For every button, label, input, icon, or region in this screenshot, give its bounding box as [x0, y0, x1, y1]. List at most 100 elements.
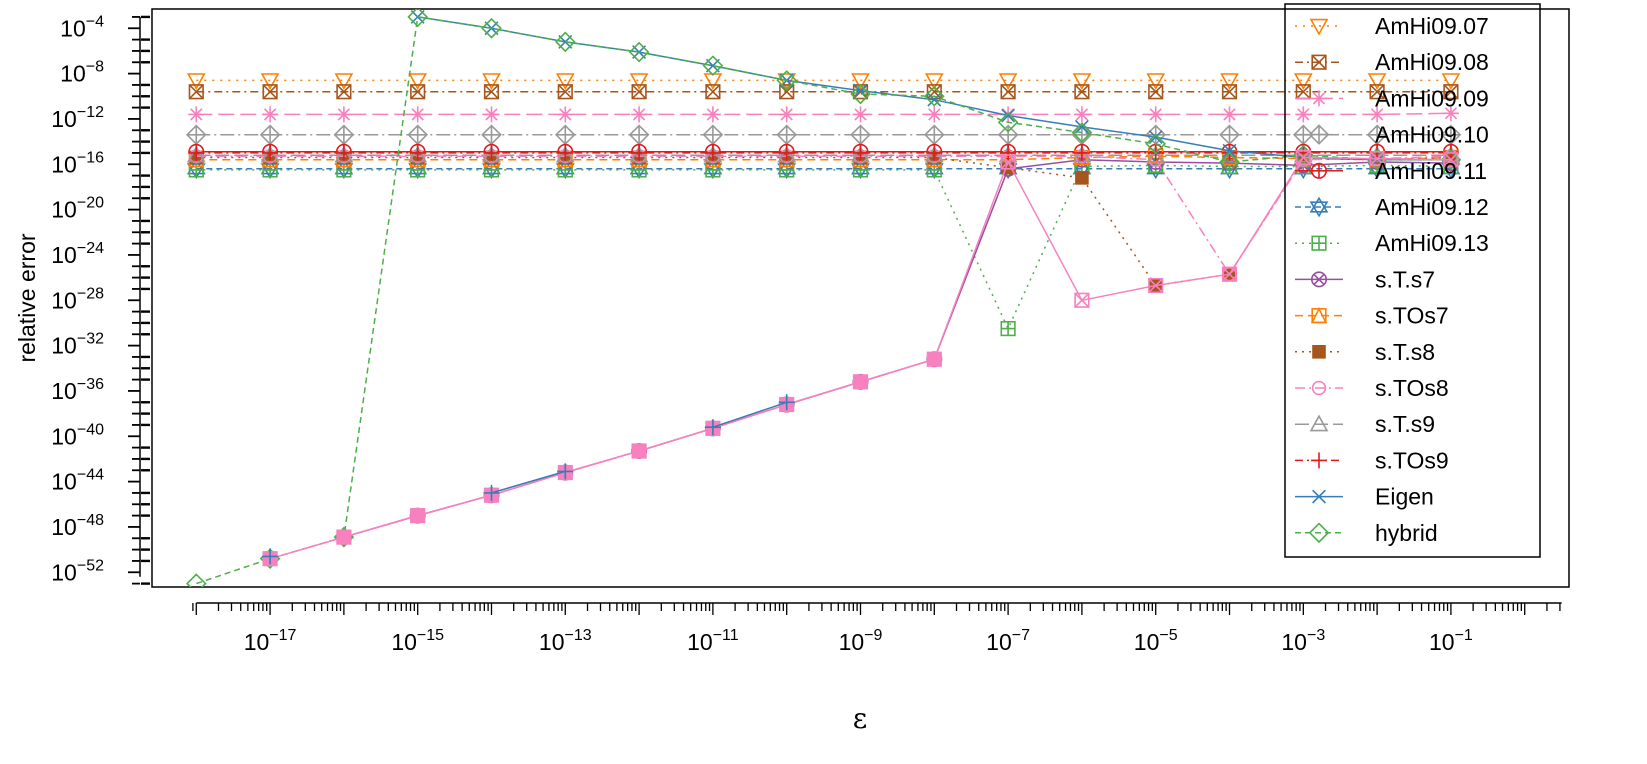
data-point: [926, 106, 943, 123]
legend-marker: [1309, 196, 1329, 218]
legend-label: AmHi09.09: [1375, 85, 1489, 111]
data-point: [1001, 108, 1016, 123]
data-point: [262, 144, 279, 161]
data-point: [1441, 73, 1461, 91]
data-point: [260, 73, 280, 91]
data-point: [555, 73, 575, 91]
series-extra-17: [262, 394, 795, 565]
data-point: [1146, 73, 1166, 91]
x-tick-label: 10−13: [539, 627, 592, 655]
data-point: [852, 162, 869, 178]
data-point: [926, 84, 942, 100]
legend-item: s.T.s9: [1295, 411, 1435, 437]
data-point: [482, 145, 501, 163]
data-point: [702, 124, 724, 146]
plot-frame: [151, 8, 1570, 588]
y-tick-label: 10−12: [51, 104, 104, 132]
data-point: [186, 73, 206, 91]
data-point: [631, 162, 647, 178]
data-point: [1072, 145, 1092, 163]
data-point: [776, 70, 798, 91]
data-point: [923, 124, 945, 146]
legend-item: AmHi09.12: [1295, 194, 1489, 220]
legend-item: AmHi09.09: [1295, 85, 1489, 111]
series-line: [196, 155, 1451, 276]
y-tick-label: 10−16: [51, 149, 104, 177]
data-point: [632, 444, 646, 458]
series-s-t-s8: [189, 150, 1458, 293]
data-point: [336, 84, 352, 100]
legend-label: s.T.s9: [1375, 411, 1435, 437]
legend-item: s.TOs8: [1295, 375, 1449, 401]
legend-item: AmHi09.08: [1295, 49, 1489, 75]
legend-item: s.T.s7: [1295, 266, 1435, 292]
data-point: [628, 124, 650, 146]
data-point: [1221, 106, 1238, 123]
data-point: [1000, 84, 1016, 100]
data-point: [705, 84, 721, 100]
legend-marker: [1308, 522, 1330, 544]
series-amhi09-09: [188, 105, 1459, 123]
data-point: [1369, 151, 1385, 167]
data-point: [704, 144, 721, 161]
data-point: [554, 124, 576, 146]
data-point: [703, 145, 723, 163]
x-tick-label: 10−11: [687, 627, 739, 655]
data-point: [555, 145, 575, 163]
data-point: [410, 84, 426, 100]
legend-label: AmHi09.13: [1375, 230, 1489, 256]
data-point: [852, 144, 869, 161]
legend-item: Eigen: [1295, 484, 1434, 510]
x-axis: 10−17 10−15 10−13 10−11 10−9 10−7 10−5 10−3 10−1: [192, 602, 1562, 655]
data-point: [410, 162, 426, 178]
data-point: [481, 124, 502, 146]
data-point: [853, 375, 868, 389]
data-point: [704, 419, 721, 436]
data-point: [410, 508, 425, 523]
y-tick-label: 10−32: [51, 331, 104, 359]
data-point: [262, 106, 279, 123]
legend-label: AmHi09.11: [1375, 158, 1487, 184]
y-tick-label: 10−44: [51, 467, 104, 495]
legend-marker: [1311, 380, 1327, 396]
legend-item: s.T.s8: [1295, 339, 1435, 365]
series-line: [269, 156, 1451, 560]
legend-marker: [1312, 489, 1326, 504]
data-point: [1145, 133, 1167, 155]
data-point: [408, 73, 428, 91]
series-hybrid: [185, 9, 1462, 587]
data-point: [1000, 154, 1016, 170]
data-point: [1367, 73, 1387, 91]
data-point: [1000, 320, 1016, 337]
x-tick-label: 10−9: [839, 627, 883, 655]
data-point: [409, 106, 426, 123]
data-point: [1222, 143, 1237, 158]
series-layer: [185, 9, 1462, 587]
y-tick-label: 10−36: [51, 376, 104, 404]
data-point: [1442, 105, 1459, 122]
data-point: [851, 73, 870, 91]
data-point: [997, 124, 1019, 146]
data-point: [629, 145, 649, 163]
data-point: [334, 73, 354, 91]
y-tick-label: 10−24: [51, 240, 104, 268]
series-line: [712, 401, 787, 428]
data-point: [924, 73, 944, 91]
series-line: [196, 112, 1451, 116]
legend-marker: [1308, 124, 1330, 145]
legend-marker: [1311, 235, 1327, 251]
data-point: [629, 73, 649, 91]
data-point: [408, 145, 428, 163]
series-line: [196, 16, 1451, 585]
data-point: [705, 162, 721, 178]
data-point: [407, 9, 429, 28]
data-point: [262, 84, 278, 100]
data-point: [1295, 149, 1311, 166]
legend-marker: [1309, 414, 1329, 432]
data-point: [850, 83, 871, 105]
data-point: [1074, 292, 1090, 308]
data-point: [778, 394, 795, 411]
data-point: [336, 162, 352, 178]
data-point: [409, 144, 426, 161]
data-point: [924, 145, 944, 163]
